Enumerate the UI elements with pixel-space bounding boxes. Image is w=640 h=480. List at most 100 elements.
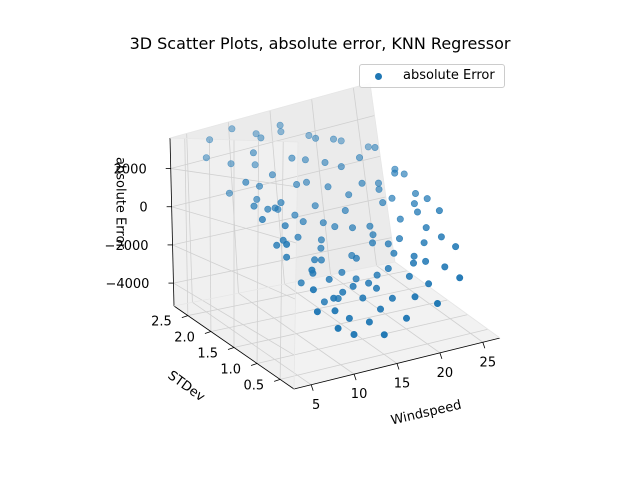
scatter-point [365,279,373,287]
scatter-point [395,235,403,243]
pane-edge [173,261,396,307]
scatter-point [257,134,265,142]
x-tick-mark [310,384,314,391]
scatter-point [242,178,250,186]
x-axis-label: Windspeed [389,398,462,429]
z-tick-label: −4000 [105,277,149,292]
y-tick-mark [181,315,188,318]
y-tick-mark [227,347,235,350]
axis-lines [169,82,501,390]
scatter-point [330,294,338,302]
x-tick-mark [353,373,357,381]
z-tick-label: 2000 [114,163,147,178]
scatter-point [301,156,309,164]
scatter-point [366,222,374,230]
scatter-point [409,259,417,267]
grid-line-x [227,121,239,294]
scatter-point [456,274,464,282]
scatter-point [384,240,392,248]
scatter-point [283,253,291,261]
scatter-point [252,130,260,138]
scatter-point [390,249,398,257]
scatter-point [369,231,377,239]
y-tick-mark [204,331,212,334]
scatter-point [291,211,299,219]
scatter-point [345,191,353,199]
x-tick-mark [439,352,443,360]
x-tick-mark [482,342,486,349]
grid-line-y [280,328,488,380]
legend-marker [375,73,382,80]
scatter-point [410,200,418,208]
y-tick-mark [250,363,258,366]
scatter-point [410,252,418,260]
grid-line-z [173,237,392,284]
scatter-point [309,286,317,294]
scatter-point [391,169,399,177]
scatter-point [297,279,305,287]
scatter-point [352,275,360,283]
grid-line-z [172,196,386,246]
scatter-point [433,299,441,307]
scatter-point [325,275,333,283]
scatter-point [276,121,284,129]
scatter-point [441,263,449,271]
scatter-point [324,183,332,191]
pane-edge [394,261,501,339]
scatter-point [379,199,387,207]
scatter-point [425,280,433,288]
scatter-point [313,308,321,316]
scatter-point [405,272,413,280]
scatter-point [253,195,261,203]
scatter-point [400,170,408,178]
scatter-point [345,314,353,322]
z-tick-label: −2000 [105,239,149,254]
grid-line-z [170,168,298,188]
scatter-point [311,256,319,264]
grid-line-x [186,133,193,303]
scatter-point [337,137,345,145]
scatter-point [329,135,337,143]
scatter-point [365,318,373,326]
pane-edge [169,82,371,139]
grid-line-z [171,155,381,208]
scatter-point [355,154,363,162]
scatter-point [396,215,404,223]
scatter-point [348,224,356,232]
scatter-point [331,307,339,315]
scatter-point [320,298,328,306]
y-axis-label: STDev [165,368,208,405]
grid-line-y [256,314,468,364]
scatter-point [420,239,428,247]
grid-line-y [233,299,448,348]
scatter-point [411,190,419,198]
scatter-point [452,243,460,251]
scatter-point [317,236,325,244]
scatter-point [423,195,431,203]
y-tick-label: 1.0 [220,362,241,377]
tick-labels: 5 10 15 20 25 0.51.01.52.02.5 2000 0 −2000 −4000 [105,163,497,413]
scatter-point [228,125,236,133]
scatter-point [283,240,291,248]
axis-panes [170,83,500,389]
y-tick-label: 2.5 [151,315,172,330]
chart-title: 3D Scatter Plots, absolute error, KNN Re… [129,34,511,53]
grid-line-y [208,139,212,332]
scatter-point [288,154,296,162]
scatter-point [339,288,347,296]
legend: absolute Error [359,64,505,88]
y-tick-mark [274,379,281,382]
scatter-point [206,136,214,144]
scatter-point [388,294,396,302]
z-axis-label: absolute Error [113,157,128,249]
scatter-point [302,178,310,186]
scatter-point [422,224,430,232]
scatter-point [294,233,302,241]
y-tick-label: 0.5 [243,378,264,393]
pane-edge [169,137,299,143]
scatter-point [435,207,443,215]
scatter-point [225,189,233,197]
x-tick-label: 15 [394,377,411,392]
scatter-point [311,202,319,210]
